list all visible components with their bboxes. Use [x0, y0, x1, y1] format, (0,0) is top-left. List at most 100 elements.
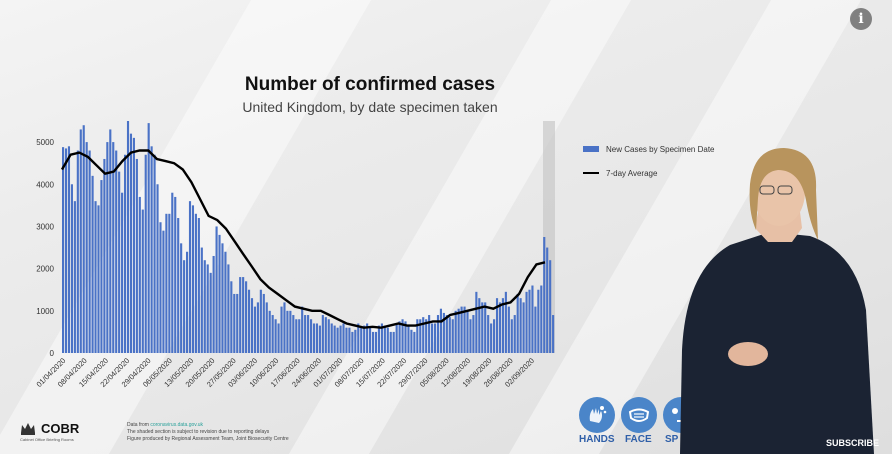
legend-swatch-bars [583, 146, 599, 152]
case-bar [354, 329, 357, 353]
case-bar [330, 323, 333, 353]
case-bar [389, 331, 392, 353]
case-bar [147, 123, 150, 353]
subscribe-watermark[interactable]: SUBSCRIBE [826, 438, 880, 448]
case-bar [309, 319, 313, 353]
case-bar [490, 323, 493, 353]
case-bar [91, 175, 94, 353]
info-button[interactable]: i [850, 8, 872, 30]
case-bar [407, 325, 410, 353]
case-bar [522, 302, 525, 353]
case-bar [324, 317, 327, 353]
case-bar [215, 226, 218, 353]
case-bar [256, 302, 259, 353]
face-label: FACE [625, 434, 652, 445]
case-bar [94, 201, 97, 353]
case-bar [162, 230, 165, 353]
case-bar [457, 308, 460, 353]
case-bar [242, 277, 245, 353]
case-bar [286, 310, 289, 353]
case-bar [250, 298, 254, 353]
case-bar [227, 264, 230, 353]
case-bar [386, 327, 389, 353]
case-bar [262, 293, 265, 353]
case-bar [507, 306, 510, 353]
case-bar [543, 237, 546, 353]
case-bar [475, 291, 478, 353]
case-bar [398, 321, 401, 353]
case-bar [472, 315, 475, 353]
case-bar [118, 171, 121, 353]
case-bar [274, 319, 277, 353]
case-bar [180, 243, 183, 353]
case-bar [448, 317, 451, 353]
case-bar [301, 306, 304, 353]
case-bar [185, 251, 189, 353]
case-bar [501, 298, 504, 353]
y-tick-label: 4000 [36, 180, 54, 189]
case-bar [374, 331, 378, 353]
case-bar [531, 285, 534, 353]
chart-title: Number of confirmed cases [244, 74, 496, 95]
case-bar [106, 142, 109, 353]
hands-icon [589, 406, 607, 423]
case-bar [188, 201, 192, 353]
x-axis: 01/04/202008/04/202015/04/202022/04/2020… [35, 356, 537, 389]
data-source-line: Data from coronavirus.data.gov.uk [127, 422, 289, 429]
case-bar [239, 277, 242, 353]
case-bar [498, 302, 502, 353]
case-bar [336, 327, 339, 353]
case-bar [197, 218, 200, 353]
case-bar [552, 315, 555, 353]
case-bar [546, 247, 549, 353]
case-bar [233, 293, 236, 353]
case-bar [478, 298, 481, 353]
case-bar [312, 323, 316, 353]
case-bar [528, 289, 531, 353]
case-bar [292, 315, 295, 353]
case-bar [100, 180, 103, 353]
case-bar [221, 243, 224, 353]
case-bar [67, 146, 71, 353]
case-bar [85, 142, 88, 353]
legend-swatch-line [583, 172, 599, 174]
case-bar [495, 298, 499, 353]
produced-by: Figure produced by Regional Assessment T… [127, 436, 289, 442]
y-axis: 0 1000 2000 3000 4000 5000 [36, 138, 54, 358]
case-bar [460, 306, 463, 353]
case-bar [348, 327, 351, 353]
case-bar [103, 158, 106, 353]
case-bar [380, 323, 383, 353]
case-bar [247, 289, 251, 353]
case-bar [62, 147, 65, 353]
case-bar [315, 323, 319, 353]
case-bar [165, 213, 168, 353]
data-source-link[interactable]: coronavirus.data.gov.uk [150, 422, 204, 428]
case-bar [549, 260, 552, 353]
bar-series [62, 121, 555, 353]
case-bar [200, 247, 203, 353]
case-bar [304, 315, 307, 353]
space-label: SP [665, 434, 679, 445]
case-bar [271, 315, 274, 353]
case-bar [209, 272, 212, 353]
case-bar [416, 319, 419, 353]
chart-subtitle: United Kingdom, by date specimen taken [242, 99, 498, 115]
case-bar [159, 222, 162, 353]
case-bar [371, 331, 375, 353]
case-bar [383, 325, 386, 353]
case-bar [64, 148, 68, 353]
case-bar [109, 129, 112, 353]
case-bar [88, 150, 91, 353]
case-bar [410, 329, 413, 353]
cases-chart: 0 1000 2000 3000 4000 5000 01/04/202008/04/20… [35, 121, 555, 389]
case-bar [132, 137, 135, 353]
case-bar [156, 184, 159, 353]
case-bar [445, 315, 448, 353]
face-mask-icon [628, 408, 650, 422]
case-bar [245, 281, 248, 353]
case-bar [425, 319, 428, 353]
crown-icon [21, 423, 35, 435]
case-bar [321, 315, 324, 353]
case-bar [442, 312, 445, 353]
